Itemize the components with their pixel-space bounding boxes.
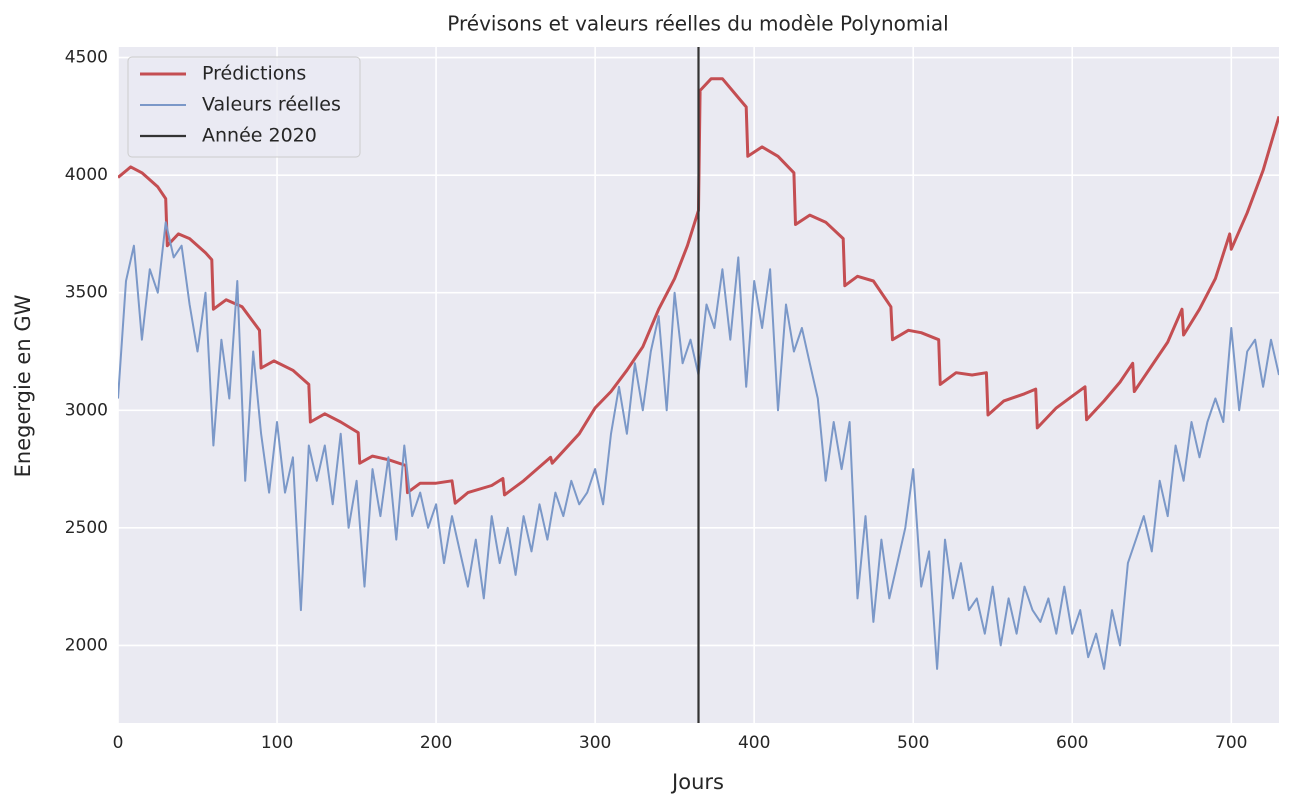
x-tick-label: 700 [1215,733,1247,753]
y-axis-label: Enegergie en GW [11,294,35,477]
x-tick-label: 0 [113,733,124,753]
legend-box [127,56,361,158]
y-tick-label: 3500 [65,283,108,303]
x-tick-label: 100 [261,733,293,753]
y-tick-label: 3000 [65,400,108,420]
series-line [118,77,1279,505]
legend-label: Année 2020 [202,125,317,147]
x-tick-label: 200 [420,733,452,753]
x-tick-label: 400 [738,733,770,753]
y-tick-label: 2000 [65,635,108,655]
legend-label: Prédictions [202,63,306,85]
x-axis-label: Jours [670,770,724,794]
chart-title: Prévisons et valeurs réelles du modèle P… [447,12,948,36]
x-tick-label: 500 [897,733,929,753]
y-tick-label: 4500 [65,48,108,68]
x-tick-label: 600 [1056,733,1088,753]
x-tick-label: 300 [579,733,611,753]
legend-label: Valeurs réelles [202,94,341,116]
y-tick-label: 4000 [65,165,108,185]
y-tick-label: 2500 [65,518,108,538]
